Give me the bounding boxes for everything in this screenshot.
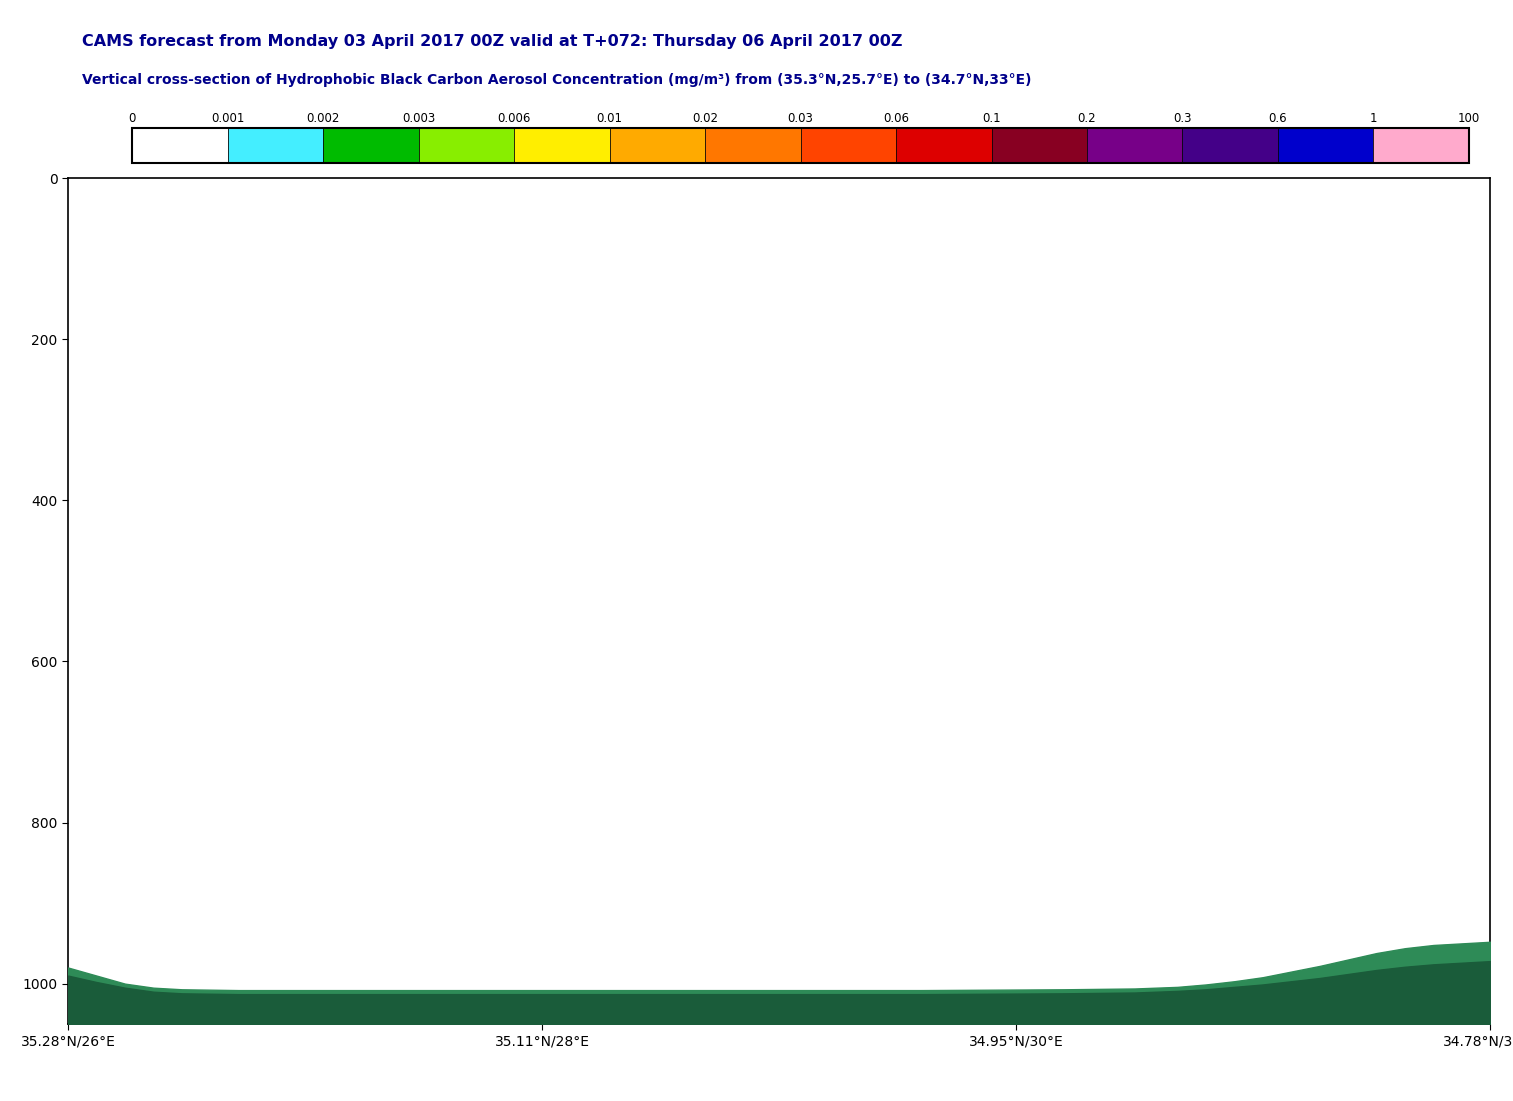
Text: 0: 0: [129, 111, 136, 124]
Text: Vertical cross-section of Hydrophobic Black Carbon Aerosol Concentration (mg/m³): Vertical cross-section of Hydrophobic Bl…: [82, 74, 1032, 87]
Text: 0.001: 0.001: [210, 111, 244, 124]
Bar: [132, 128, 227, 163]
Text: 0.1: 0.1: [982, 111, 1000, 124]
Bar: [514, 128, 610, 163]
Bar: [991, 128, 1086, 163]
Text: 0.3: 0.3: [1173, 111, 1192, 124]
Bar: [800, 128, 896, 163]
Text: 0.006: 0.006: [498, 111, 531, 124]
Text: 0.2: 0.2: [1077, 111, 1097, 124]
Text: CAMS forecast from Monday 03 April 2017 00Z valid at T+072: Thursday 06 April 20: CAMS forecast from Monday 03 April 2017 …: [82, 34, 903, 50]
Bar: [896, 128, 991, 163]
Text: 0.01: 0.01: [596, 111, 622, 124]
Bar: [1278, 128, 1374, 163]
Text: 0.03: 0.03: [788, 111, 814, 124]
Text: 1: 1: [1369, 111, 1377, 124]
Text: 0.02: 0.02: [691, 111, 719, 124]
Text: 0.6: 0.6: [1269, 111, 1288, 124]
Text: 0.06: 0.06: [884, 111, 909, 124]
Text: 100: 100: [1459, 111, 1480, 124]
Bar: [1086, 128, 1183, 163]
Bar: [324, 128, 419, 163]
Text: 0.002: 0.002: [306, 111, 340, 124]
Bar: [1374, 128, 1469, 163]
Bar: [419, 128, 514, 163]
Bar: [610, 128, 705, 163]
Bar: [132, 128, 1469, 163]
Text: 0.003: 0.003: [402, 111, 436, 124]
Bar: [705, 128, 800, 163]
Bar: [1183, 128, 1278, 163]
Bar: [227, 128, 324, 163]
